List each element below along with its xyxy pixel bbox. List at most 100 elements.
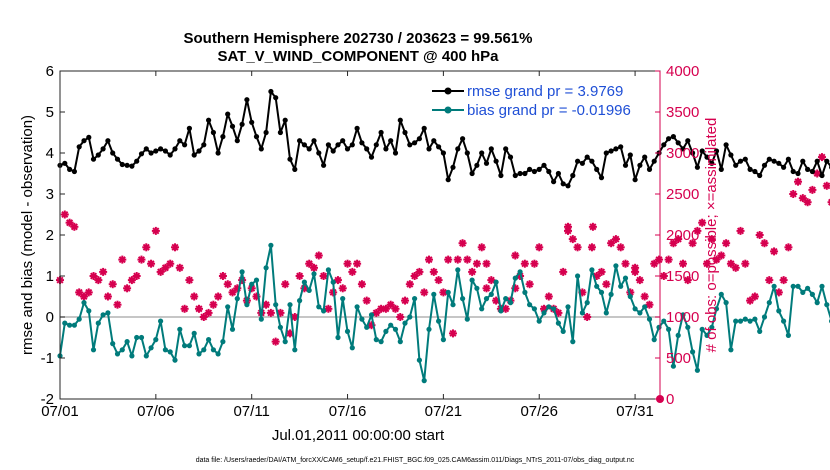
rmse-point xyxy=(407,142,413,148)
rmse-point xyxy=(412,140,418,146)
bias-point xyxy=(306,287,312,293)
bias-point xyxy=(814,300,820,306)
bias-point xyxy=(809,291,816,297)
bias-point xyxy=(618,283,624,289)
rmse-point xyxy=(378,129,384,136)
bias-point xyxy=(239,269,245,275)
bias-point xyxy=(512,275,518,281)
obs-count-point xyxy=(563,226,572,235)
rmse-point xyxy=(680,146,686,152)
rmse-point xyxy=(637,162,643,168)
rmse-point xyxy=(584,154,590,160)
obs-count-point xyxy=(621,259,630,268)
rmse-point xyxy=(81,138,87,144)
rmse-point xyxy=(819,172,825,179)
bias-point xyxy=(757,328,763,334)
bias-point xyxy=(81,300,87,306)
rmse-point xyxy=(162,148,168,154)
obs-count-point xyxy=(659,272,668,280)
obs-count-point xyxy=(468,267,477,276)
obs-count-point xyxy=(151,226,160,235)
bias-point xyxy=(642,304,648,310)
bias-point xyxy=(158,318,164,324)
obs-count-point xyxy=(741,259,750,268)
obs-count-point xyxy=(722,239,731,248)
obs-count-point xyxy=(295,272,304,280)
obs-count-point xyxy=(813,169,822,178)
obs-count-point xyxy=(822,181,830,190)
bias-point xyxy=(71,322,77,328)
rmse-point xyxy=(555,170,562,177)
rmse-point xyxy=(67,166,73,172)
bias-point xyxy=(412,296,418,302)
bias-point xyxy=(383,328,389,334)
rmse-point xyxy=(536,166,542,172)
bias-point xyxy=(153,337,159,343)
bias-point xyxy=(800,289,806,295)
bias-point xyxy=(368,312,375,318)
obs-count-point xyxy=(530,259,539,268)
bias-point xyxy=(488,291,494,297)
y-tick-label: 1 xyxy=(46,268,54,285)
obs-count-point xyxy=(132,272,141,280)
bias-point xyxy=(402,320,408,326)
obs-count-point xyxy=(588,222,597,231)
bias-point xyxy=(685,324,691,330)
rmse-point xyxy=(646,166,653,172)
obs-count-point xyxy=(463,255,472,264)
x-tick-label: 07/31 xyxy=(616,403,654,420)
rmse-point xyxy=(100,146,106,152)
bias-point xyxy=(167,349,173,355)
obs-count-point xyxy=(679,259,688,268)
rmse-point xyxy=(177,138,183,144)
obs-count-point xyxy=(94,276,103,285)
x-tick-label: 07/21 xyxy=(425,403,463,420)
bias-point xyxy=(656,324,662,330)
bias-point xyxy=(229,326,236,332)
legend-rmse-marker xyxy=(444,87,452,95)
bias-point xyxy=(311,271,317,277)
rmse-point xyxy=(795,170,801,177)
rmse-point xyxy=(95,152,101,158)
obs-count-point xyxy=(415,267,424,276)
bias-point xyxy=(100,312,106,318)
bias-point xyxy=(440,337,446,343)
bias-point xyxy=(268,242,274,248)
chart-title: Southern Hemisphere 202730 / 203623 = 99… xyxy=(184,30,533,47)
rmse-point xyxy=(709,160,715,166)
obs-count-point xyxy=(314,251,323,260)
obs-count-point xyxy=(472,259,481,268)
bias-point xyxy=(713,306,720,312)
rmse-point xyxy=(728,152,734,158)
rmse-point xyxy=(737,158,744,164)
rmse-point xyxy=(402,129,408,136)
obs-count-point xyxy=(635,276,644,285)
bias-point xyxy=(344,328,351,334)
rmse-point xyxy=(483,160,490,166)
obs-count-point xyxy=(171,243,180,252)
obs-count-point xyxy=(664,255,673,264)
bias-point xyxy=(201,347,207,353)
rmse-point xyxy=(694,164,701,170)
bias-point xyxy=(397,339,403,345)
bias-point xyxy=(277,324,283,330)
rmse-point xyxy=(268,88,274,95)
obs-count-point xyxy=(348,267,357,276)
rmse-point xyxy=(608,148,614,154)
rmse-point xyxy=(349,142,355,148)
rmse-point xyxy=(699,148,705,154)
bias-point xyxy=(742,316,748,322)
bias-point xyxy=(819,283,825,289)
obs-count-point xyxy=(611,235,620,244)
rmse-point xyxy=(297,138,303,144)
rmse-point xyxy=(565,183,571,189)
obs-count-point xyxy=(707,235,716,244)
bias-point xyxy=(709,324,715,330)
rmse-point xyxy=(263,129,269,136)
y-tick-label: -1 xyxy=(41,350,54,367)
obs-count-point xyxy=(525,280,534,289)
rmse-point xyxy=(517,170,523,177)
bias-point xyxy=(364,324,370,330)
bias-point xyxy=(747,318,753,324)
rmse-point xyxy=(359,140,365,146)
